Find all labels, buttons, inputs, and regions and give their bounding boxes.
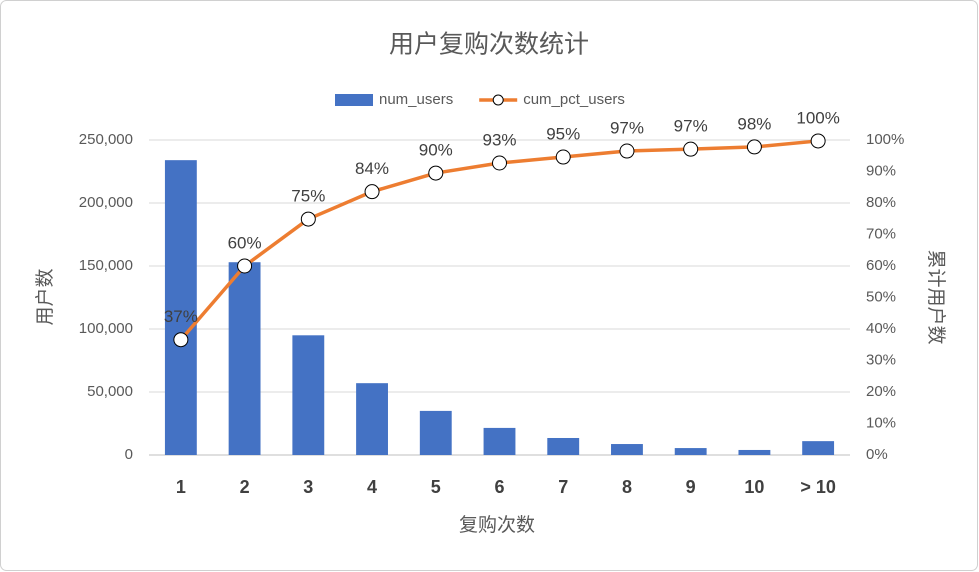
legend-marker (492, 94, 504, 106)
bar (802, 441, 835, 455)
bar (164, 160, 197, 455)
data-label: 97% (610, 119, 644, 138)
x-tick-label: 9 (686, 477, 696, 497)
data-label: 84% (355, 159, 389, 178)
y-tick-label: 0 (125, 446, 133, 463)
line-marker (364, 184, 380, 200)
y2-tick-label: 100% (866, 131, 904, 148)
data-label: 95% (546, 124, 580, 143)
bar (292, 335, 325, 455)
x-tick-label: 1 (176, 477, 186, 497)
y2-tick-label: 0% (866, 446, 888, 463)
y-tick-label: 150,000 (79, 257, 133, 274)
x-tick-label: 3 (303, 477, 313, 497)
x-tick-label: 5 (431, 477, 441, 497)
data-label: 60% (228, 233, 262, 252)
x-tick-label: 6 (494, 477, 504, 497)
y-axis-title: 用户数 (34, 268, 56, 325)
y2-tick-label: 40% (866, 320, 896, 337)
data-label: 100% (796, 108, 839, 127)
line-marker (555, 149, 571, 165)
y2-tick-label: 50% (866, 288, 896, 305)
line-marker (683, 141, 699, 157)
y2-tick-label: 30% (866, 351, 896, 368)
x-axis-title: 复购次数 (459, 514, 535, 536)
bar (547, 437, 580, 455)
data-label: 75% (291, 187, 325, 206)
x-tick-label: 2 (240, 477, 250, 497)
y2-axis-title: 累计用户数 (925, 249, 947, 344)
line-marker (237, 258, 253, 274)
line-marker (810, 133, 826, 149)
bar (419, 410, 452, 455)
data-label: 97% (674, 117, 708, 136)
line-marker (492, 155, 507, 171)
chart-title: 用户复购次数统计 (389, 31, 589, 59)
legend-swatch (335, 94, 373, 106)
data-label: 90% (419, 141, 453, 160)
y-tick-label: 50,000 (87, 383, 133, 400)
data-label: 93% (482, 130, 516, 149)
y2-tick-label: 10% (866, 414, 896, 431)
y-tick-label: 250,000 (79, 131, 133, 148)
x-tick-label: > 10 (800, 477, 836, 497)
y2-tick-label: 20% (866, 383, 896, 400)
x-tick-label: 10 (744, 477, 764, 497)
line-marker (300, 211, 316, 227)
line-marker (428, 165, 444, 181)
bar (674, 448, 707, 455)
y2-tick-label: 70% (866, 225, 896, 242)
bar (356, 383, 388, 455)
data-label: 37% (164, 307, 198, 326)
y2-tick-label: 60% (866, 257, 896, 274)
legend-label: cum_pct_users (523, 91, 625, 108)
bar (483, 427, 516, 455)
x-tick-label: 8 (622, 477, 632, 497)
bar (738, 449, 771, 455)
line-marker (746, 139, 762, 155)
data-label: 98% (737, 114, 771, 133)
y-tick-label: 200,000 (79, 194, 133, 211)
y-tick-label: 100,000 (79, 320, 133, 337)
line-marker (619, 143, 635, 159)
x-tick-label: 7 (558, 477, 568, 497)
bar (228, 262, 261, 455)
bar (611, 444, 643, 455)
x-tick-label: 4 (367, 477, 377, 497)
legend-label: num_users (379, 91, 453, 108)
y2-tick-label: 90% (866, 162, 896, 179)
line-marker (173, 332, 189, 348)
y2-tick-label: 80% (866, 194, 896, 211)
